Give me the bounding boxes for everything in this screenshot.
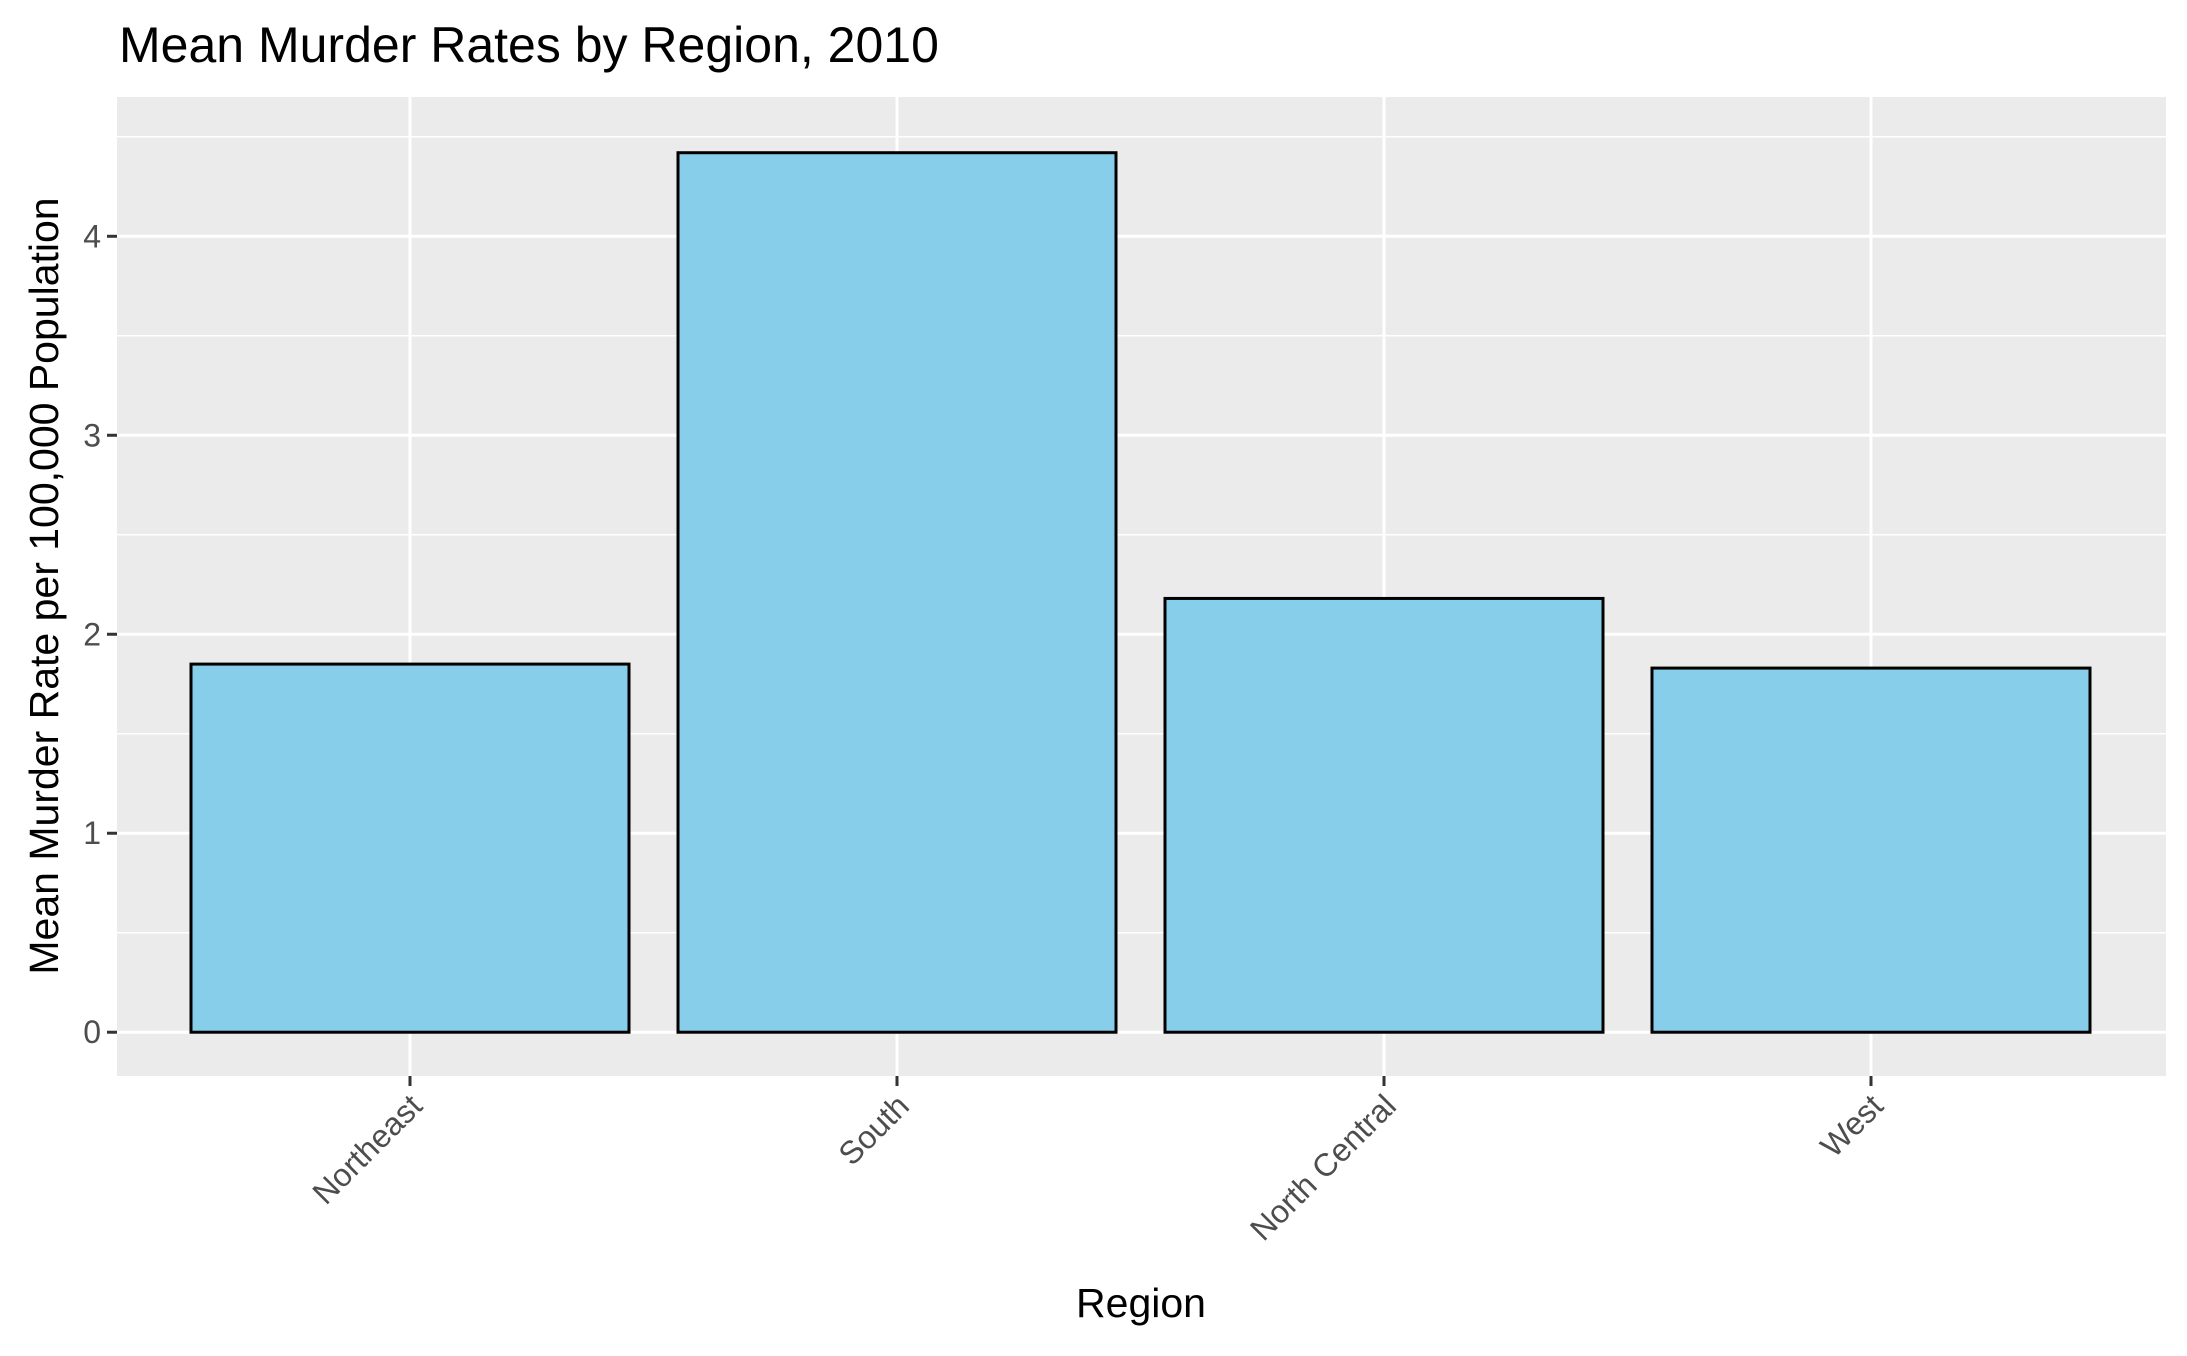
y-tick-label: 3 — [83, 417, 101, 453]
x-tick-label: South — [831, 1087, 916, 1172]
x-axis: Northeast South North Central West — [305, 1076, 1890, 1248]
chart-title: Mean Murder Rates by Region, 2010 — [119, 17, 939, 73]
y-tick-label: 2 — [83, 616, 101, 652]
x-tick-label: West — [1813, 1087, 1890, 1164]
bar-northeast — [189, 662, 631, 1034]
x-tick-label: North Central — [1243, 1087, 1403, 1247]
bar-west — [1650, 666, 2092, 1034]
y-axis-title: Mean Murder Rate per 100,000 Population — [21, 197, 67, 974]
y-tick-label: 4 — [83, 218, 101, 254]
y-tick-label: 0 — [83, 1014, 101, 1050]
y-axis: 0 1 2 3 4 — [83, 218, 117, 1050]
bars — [189, 151, 2092, 1034]
x-tick-label: Northeast — [305, 1087, 429, 1211]
x-axis-title: Region — [1076, 1280, 1206, 1326]
y-tick-label: 1 — [83, 815, 101, 851]
bar-north-central — [1163, 596, 1605, 1034]
bar-south — [676, 151, 1118, 1034]
